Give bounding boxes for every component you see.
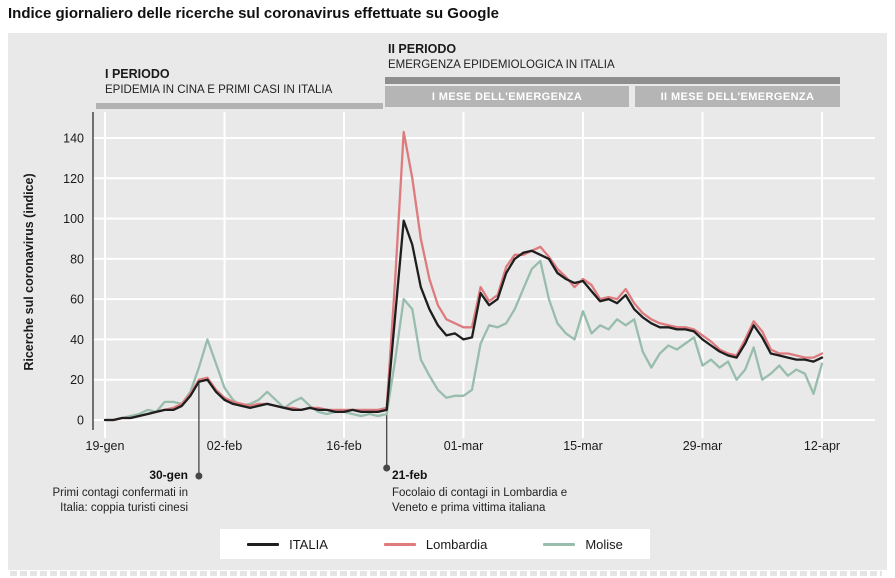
period2-bar <box>385 77 840 84</box>
y-tick-label-20: 20 <box>70 373 84 387</box>
period1-bar <box>96 103 383 109</box>
series-line-molise <box>103 259 824 422</box>
annotation-dot-30-gen <box>195 472 203 480</box>
period1-title: I PERIODO <box>105 67 170 81</box>
legend-label-italia: ITALIA <box>289 536 328 552</box>
legend-swatch-lombardia <box>383 542 416 546</box>
legend-item-molise: Molise <box>543 537 623 552</box>
page-title: Indice giornaliero delle ricerche sul co… <box>8 5 499 22</box>
annotation-30gen: 30-gen Primi contagi confermati in Itali… <box>28 468 189 516</box>
period2-title: II PERIODO <box>388 42 457 56</box>
legend-swatch-molise <box>543 542 576 546</box>
y-tick-label-40: 40 <box>70 333 84 347</box>
month1-bar: I MESE DELL'EMERGENZA <box>385 86 629 107</box>
y-tick-label-100: 100 <box>63 212 84 226</box>
annotation-30gen-date: 30-gen <box>149 468 188 482</box>
legend: ITALIA Lombardia Molise <box>220 529 650 559</box>
x-tick-label-02-feb: 02-feb <box>207 439 242 453</box>
x-tick-label-19-gen: 19-gen <box>86 439 125 453</box>
x-tick-label-29-mar: 29-mar <box>683 439 723 453</box>
annotation-21feb-line1: Focolaio di contagi in Lombardia e <box>392 487 568 499</box>
x-tick-label-12-apr: 12-apr <box>804 439 840 453</box>
y-tick-label-120: 120 <box>63 172 84 186</box>
y-tick-label-60: 60 <box>70 293 84 307</box>
annotation-30gen-line2: Italia: coppia turisti cinesi <box>60 502 188 514</box>
x-tick-label-01-mar: 01-mar <box>444 439 484 453</box>
y-tick-label-140: 140 <box>63 131 84 145</box>
y-tick-label-80: 80 <box>70 252 84 266</box>
month2-bar: II MESE DELL'EMERGENZA <box>635 86 840 107</box>
line-chart: 0 20 40 60 80 100 120 140 19-gen 02-feb 16-feb 01-m… <box>63 112 875 480</box>
annotation-21feb-line2: Veneto e prima vittima italiana <box>392 502 546 514</box>
annotation-21feb: 21-feb Focolaio di contagi in Lombardia … <box>392 468 652 516</box>
legend-swatch-italia <box>247 542 280 546</box>
annotation-21feb-date: 21-feb <box>392 468 428 482</box>
y-tick-label-0: 0 <box>77 414 84 428</box>
series-line-lombardia <box>103 130 824 422</box>
legend-item-italia: ITALIA <box>247 537 328 552</box>
series-line-italia <box>103 219 824 422</box>
chart-panel: I PERIODO EPIDEMIA IN CINA E PRIMI CASI … <box>8 33 887 570</box>
period1-subtitle: EPIDEMIA IN CINA E PRIMI CASI IN ITALIA <box>105 84 333 96</box>
clipped-caption-strip <box>10 571 882 576</box>
annotation-30gen-line1: Primi contagi confermati in <box>52 487 189 499</box>
period2-subtitle: EMERGENZA EPIDEMIOLOGICA IN ITALIA <box>388 59 615 71</box>
x-tick-label-16-feb: 16-feb <box>326 439 361 453</box>
legend-label-molise: Molise <box>585 536 623 552</box>
annotation-dot-21-feb <box>383 464 391 472</box>
legend-label-lombardia: Lombardia <box>425 536 488 552</box>
x-tick-label-15-mar: 15-mar <box>563 439 603 453</box>
legend-item-lombardia: Lombardia <box>383 536 488 552</box>
